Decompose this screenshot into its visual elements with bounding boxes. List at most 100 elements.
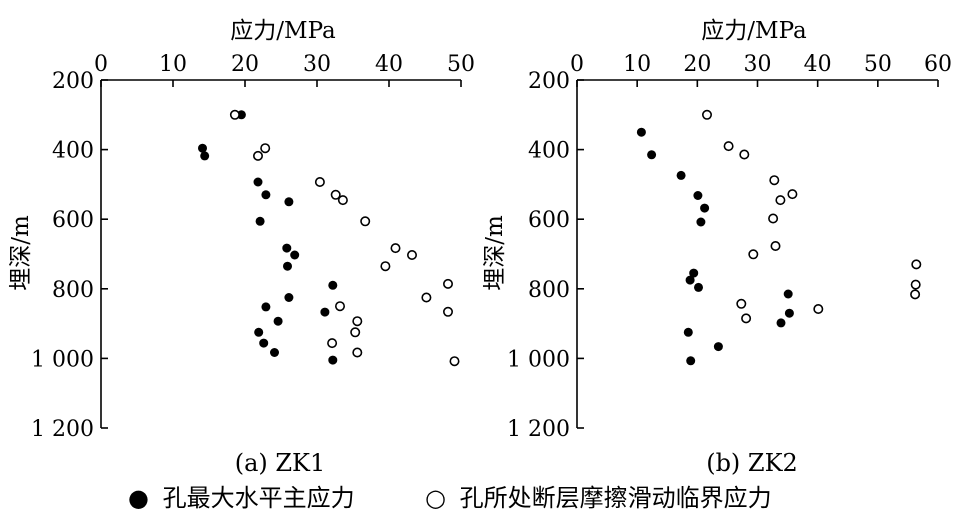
panel-zk1: 应力/MPa 埋深/m (a) ZK1 0 10 20 30 40 50 200 400 600… (8, 18, 475, 477)
max-stress-point-zk1 (198, 143, 207, 153)
x-axis-title-zk2: 应力/MPa (701, 18, 807, 44)
x-tick-label-zk2: 20 (683, 52, 711, 77)
legend-item-open: ○ 孔所处断层摩擦滑动临界应力 (425, 484, 772, 512)
critical-stress-point-zk2 (775, 195, 786, 206)
panel-caption-zk1: (a) ZK1 (235, 449, 326, 477)
critical-stress-point-zk2 (736, 298, 747, 309)
max-stress-point-zk2 (686, 356, 696, 366)
max-stress-point-zk1 (254, 327, 264, 337)
critical-stress-point-zk1 (229, 109, 240, 120)
y-axis-title-zk1: 埋深/m (8, 215, 34, 291)
critical-stress-point-zk2 (910, 289, 921, 300)
critical-stress-point-zk2 (741, 313, 752, 324)
critical-stress-point-zk1 (421, 292, 432, 303)
y-tick-label-zk2: 1 000 (507, 347, 570, 372)
max-stress-point-zk1 (273, 316, 283, 326)
x-tick-label-zk2: 30 (744, 52, 772, 77)
critical-stress-point-zk1 (337, 195, 348, 206)
legend-symbol-filled: ● (128, 484, 149, 512)
y-tick-label-zk1: 1 000 (31, 347, 94, 372)
critical-stress-point-zk1 (360, 216, 371, 227)
y-tick-label-zk1: 1 200 (31, 417, 94, 442)
critical-stress-point-zk1 (380, 261, 391, 272)
max-stress-point-zk1 (255, 216, 265, 226)
x-tick-label-zk1: 50 (447, 52, 475, 77)
max-stress-point-zk2 (636, 127, 646, 137)
max-stress-point-zk1 (284, 197, 294, 207)
y-tick-label-zk1: 600 (52, 208, 94, 233)
x-tick-label-zk1: 30 (303, 52, 331, 77)
max-stress-point-zk2 (694, 282, 703, 292)
max-stress-point-zk2 (689, 268, 699, 278)
max-stress-point-zk1 (253, 177, 263, 187)
critical-stress-point-zk1 (390, 243, 401, 254)
critical-stress-point-zk1 (330, 189, 341, 200)
max-stress-point-zk1 (282, 243, 292, 253)
y-tick-label-zk1: 800 (52, 278, 94, 303)
max-stress-point-zk2 (783, 289, 793, 299)
max-stress-point-zk1 (284, 293, 294, 302)
legend: ● 孔最大水平主应力 ○ 孔所处断层摩擦滑动临界应力 (128, 484, 772, 512)
y-tick-label-zk1: 400 (52, 139, 94, 164)
critical-stress-point-zk2 (701, 109, 712, 120)
x-tick-label-zk1: 40 (375, 52, 403, 77)
y-tick-label-zk2: 800 (528, 278, 570, 303)
critical-stress-point-zk1 (442, 306, 453, 317)
max-stress-point-zk2 (696, 217, 706, 227)
critical-stress-point-zk2 (911, 259, 922, 270)
max-stress-point-zk2 (647, 150, 657, 160)
max-stress-point-zk1 (200, 151, 210, 161)
critical-stress-point-zk2 (768, 213, 779, 224)
max-stress-point-zk2 (713, 342, 723, 352)
critical-stress-point-zk2 (787, 189, 798, 200)
legend-label-filled: 孔最大水平主应力 (163, 484, 355, 512)
critical-stress-point-zk2 (748, 249, 759, 260)
max-stress-point-zk1 (261, 190, 271, 200)
max-stress-point-zk1 (261, 302, 271, 312)
critical-stress-point-zk1 (352, 316, 363, 327)
max-stress-point-zk1 (259, 338, 269, 348)
x-tick-label-zk1: 0 (94, 52, 108, 77)
legend-label-open: 孔所处断层摩擦滑动临界应力 (460, 484, 772, 512)
critical-stress-point-zk1 (350, 327, 361, 338)
y-axis-title-zk2: 埋深/m (482, 215, 508, 291)
y-tick-label-zk2: 400 (528, 139, 570, 164)
x-tick-label-zk1: 10 (159, 52, 187, 77)
critical-stress-point-zk1 (442, 278, 453, 289)
critical-stress-point-zk1 (352, 347, 363, 358)
y-tick-label-zk2: 200 (528, 69, 570, 94)
critical-stress-point-zk1 (314, 177, 325, 188)
y-tick-label-zk2: 1 200 (507, 417, 570, 442)
critical-stress-point-zk1 (260, 143, 271, 154)
max-stress-point-zk2 (784, 308, 794, 318)
critical-stress-point-zk2 (739, 149, 750, 160)
panel-caption-zk2: (b) ZK2 (706, 449, 798, 477)
max-stress-point-zk1 (290, 250, 300, 260)
x-axis-title-zk1: 应力/MPa (230, 18, 336, 44)
legend-symbol-open: ○ (425, 484, 446, 512)
x-tick-label-zk2: 40 (804, 52, 832, 77)
x-tick-label-zk2: 0 (570, 52, 584, 77)
max-stress-point-zk2 (700, 203, 710, 213)
max-stress-point-zk2 (683, 327, 693, 337)
max-stress-point-zk1 (283, 261, 292, 271)
x-tick-label-zk2: 60 (924, 52, 952, 77)
max-stress-point-zk1 (328, 355, 338, 365)
max-stress-point-zk1 (270, 348, 279, 357)
critical-stress-point-zk1 (406, 250, 417, 261)
critical-stress-point-zk2 (813, 303, 824, 314)
y-tick-label-zk1: 200 (52, 69, 94, 94)
critical-stress-point-zk2 (769, 175, 780, 186)
max-stress-point-zk2 (693, 191, 703, 200)
critical-stress-point-zk2 (723, 141, 734, 152)
x-tick-label-zk1: 20 (231, 52, 259, 77)
max-stress-point-zk2 (776, 318, 786, 328)
max-stress-point-zk1 (328, 280, 338, 290)
max-stress-point-zk2 (685, 275, 695, 285)
panel-zk2: 应力/MPa 埋深/m (b) ZK2 0 10 20 30 40 50 60 200 400 6… (482, 18, 952, 477)
critical-stress-point-zk2 (770, 241, 781, 252)
critical-stress-point-zk1 (449, 356, 460, 367)
critical-stress-point-zk1 (253, 150, 264, 161)
max-stress-point-zk2 (676, 170, 686, 180)
